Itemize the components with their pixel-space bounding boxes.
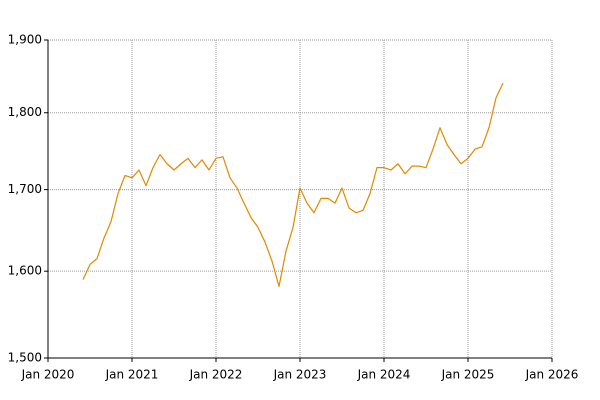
y-tick-label: 1,800 (8, 105, 42, 119)
x-tick-label: Jan 2023 (273, 368, 327, 382)
line (82, 82, 504, 287)
x-tick-label: Jan 2024 (357, 368, 411, 382)
y-tick-label: 1,600 (8, 264, 42, 278)
y-tick-label: 1,700 (8, 182, 42, 196)
x-tick-label: Jan 2022 (189, 368, 243, 382)
x-tick-label: Jan 2021 (105, 368, 159, 382)
x-tick-label: Jan 2025 (441, 368, 495, 382)
y-tick-label: 1,500 (8, 351, 42, 365)
x-tick-label: Jan 2020 (21, 368, 75, 382)
y-tick-label: 1,900 (8, 33, 42, 47)
x-tick-label: Jan 2026 (525, 368, 579, 382)
